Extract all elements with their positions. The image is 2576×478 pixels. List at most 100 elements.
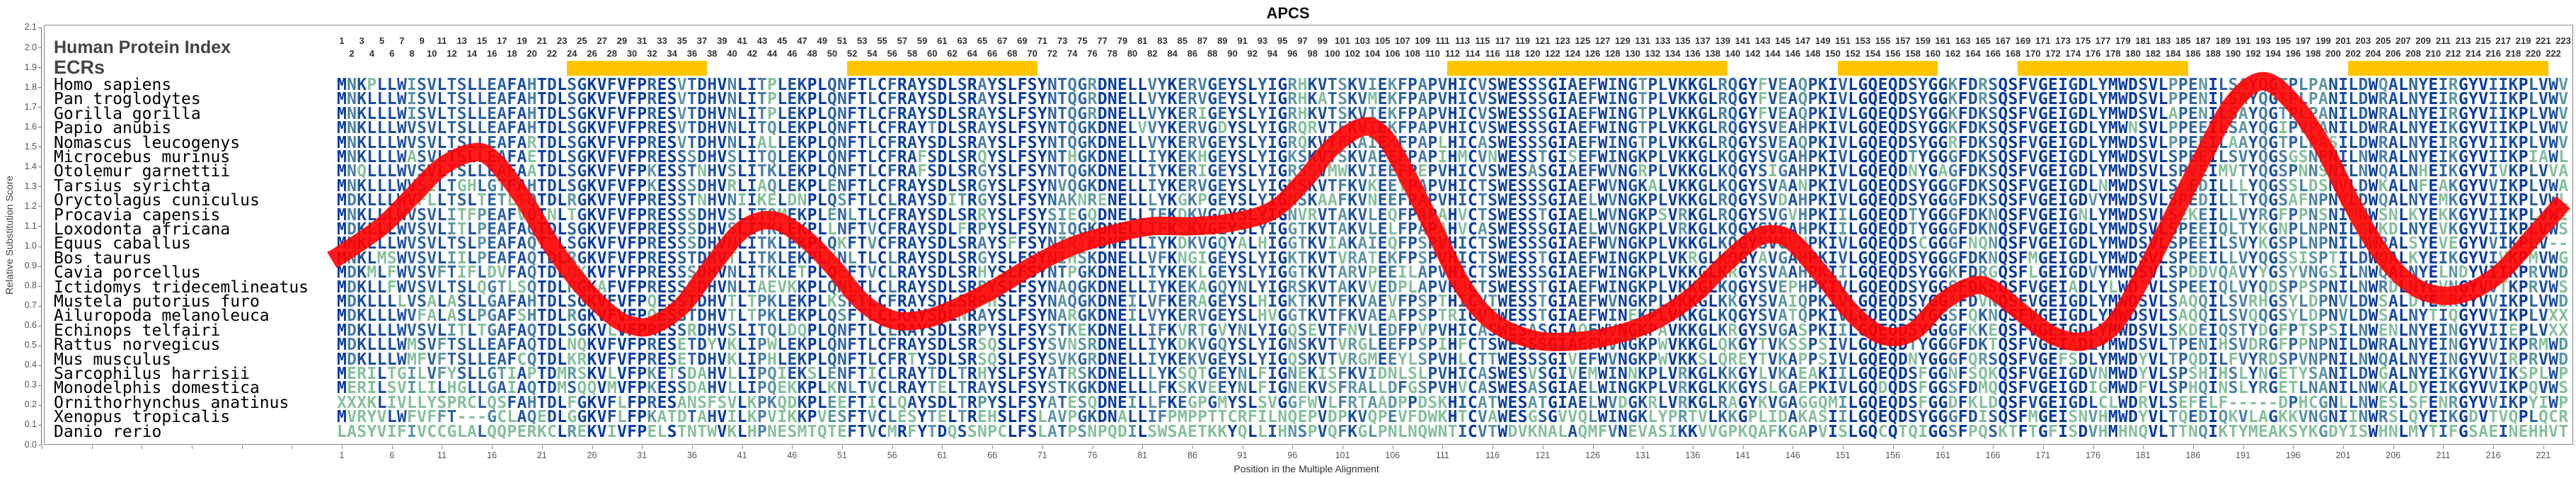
column-number: 33 [657,35,667,46]
residue: Q [1887,90,1898,109]
residue: N [1107,133,1117,152]
residue: Q [1887,148,1898,166]
residue: N [347,76,357,94]
residue: I [747,90,757,109]
residue: G [2068,90,2078,109]
residue: F [627,90,638,109]
residue: Q [1887,76,1898,94]
y-tick-label: 1.7 [24,101,37,112]
residue: D [937,104,948,123]
residue: I [1558,76,1568,94]
residue: W [1497,90,1508,109]
residue: V [2558,76,2569,94]
residue: I [2058,119,2069,138]
column-number: 161 [1935,35,1951,46]
residue: G [1077,90,1088,109]
residue: K [797,76,807,94]
residue: E [1177,104,1188,123]
y-tick-label: 0.4 [24,360,37,370]
residue: F [1957,148,1968,166]
residue: G [1938,148,1948,166]
residue: R [897,148,908,166]
residue: E [1507,133,1518,152]
residue: I [1607,76,1618,94]
residue: G [2037,133,2049,152]
column-number: 32 [647,48,657,59]
column-number: 173 [2055,35,2071,46]
residue: M [2108,119,2119,138]
residue: S [667,90,677,109]
residue: F [1587,148,1598,166]
residue: I [2488,104,2499,123]
column-number: 48 [807,48,817,59]
residue: L [1657,104,1668,123]
residue: D [937,119,948,138]
residue: L [867,119,878,138]
residue: Q [1887,104,1898,123]
residue: L [557,133,568,152]
residue: I [1827,104,1839,123]
column-number: 151 [1835,35,1851,46]
residue: Q [1887,119,1898,138]
residue: D [546,148,558,166]
residue: F [887,90,897,109]
residue: D [2078,104,2088,123]
residue: W [2118,104,2129,123]
column-number: 44 [766,48,778,59]
residue: R [2448,90,2459,109]
residue: D [937,90,948,109]
residue: N [1047,76,1058,94]
residue: V [1137,119,1148,138]
column-number: 66 [987,48,998,59]
column-number: 169 [2015,35,2031,46]
residue: T [536,119,547,138]
residue: D [546,76,558,94]
residue: Y [1747,119,1758,138]
residue: N [1618,90,1628,109]
residue: Y [1157,90,1168,109]
column-number: 184 [2165,48,2181,59]
residue: P [2518,133,2529,152]
residue: Q [827,148,838,166]
residue: S [1988,148,1999,166]
residue: F [1587,133,1598,152]
residue: A [517,104,527,123]
residue: S [1338,148,1348,166]
residue: I [2438,133,2449,152]
residue: L [1127,119,1138,138]
residue: G [2037,104,2049,123]
residue: K [587,148,597,166]
residue: G [1548,90,1558,109]
residue: V [677,133,687,152]
residue: D [697,119,708,138]
column-number: 115 [1475,35,1490,46]
residue: L [947,76,958,94]
residue: T [447,76,457,94]
residue: G [1207,133,1218,152]
residue: R [647,119,657,138]
residue: G [2458,148,2468,166]
residue: K [1687,133,1698,152]
y-tick-label: 0.6 [24,320,37,331]
residue: T [1057,162,1068,181]
residue: Y [1157,76,1168,94]
residue: A [1568,119,1578,138]
residue: V [1667,104,1678,123]
residue: V [2478,119,2489,138]
residue: L [1848,119,1858,138]
residue: E [1117,133,1128,152]
residue: V [1478,104,1488,123]
species-name: Cavia porcellus [54,263,201,283]
residue: A [1418,148,1428,166]
residue: L [1247,133,1258,152]
residue: P [807,148,817,166]
residue: N [1047,90,1058,109]
residue: K [1347,76,1358,94]
residue: N [1488,148,1498,166]
column-number: 213 [2455,35,2471,46]
residue: K [2448,148,2459,166]
residue: W [1497,104,1508,123]
residue: G [1737,148,1748,166]
column-number: 176 [2085,48,2101,59]
residue: D [937,162,948,181]
